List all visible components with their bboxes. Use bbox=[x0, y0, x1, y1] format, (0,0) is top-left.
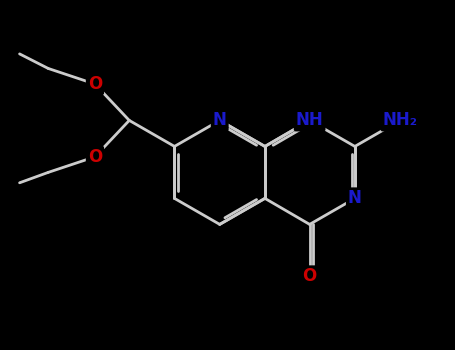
Text: N: N bbox=[348, 189, 362, 208]
Text: NH: NH bbox=[296, 111, 324, 130]
Text: O: O bbox=[303, 267, 317, 285]
Text: O: O bbox=[88, 148, 102, 166]
Text: NH₂: NH₂ bbox=[383, 111, 418, 130]
Text: N: N bbox=[213, 111, 227, 130]
Text: O: O bbox=[88, 75, 102, 93]
